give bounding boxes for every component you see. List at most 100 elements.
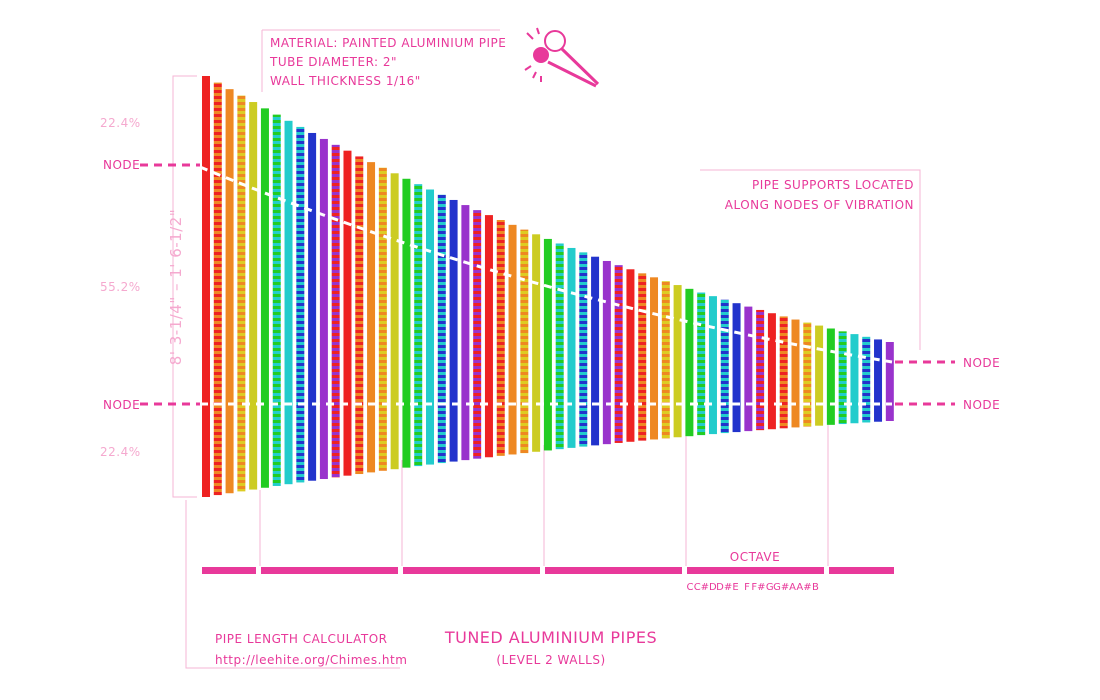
guide (185, 500, 400, 669)
node-line (199, 165, 893, 406)
percentage: 22.4% (100, 116, 141, 130)
pipe (874, 339, 883, 422)
note-label: A (789, 582, 796, 593)
pipe (850, 334, 859, 424)
note-label: C# (694, 582, 709, 593)
percentage: 55.2% (100, 280, 141, 294)
pipe (284, 120, 293, 485)
pipe (803, 322, 812, 427)
pipe (673, 285, 682, 438)
pipe (532, 234, 541, 452)
annotation: MATERIAL: PAINTED ALUMINIUM PIPE (270, 36, 506, 50)
note-label: D# (716, 582, 732, 593)
pipe (732, 303, 741, 433)
calculator-title: PIPE LENGTH CALCULATOR (215, 632, 387, 646)
pipe (626, 269, 635, 442)
pipe (449, 199, 458, 462)
pipe (426, 189, 435, 465)
pipe (437, 194, 446, 464)
pipe (520, 229, 529, 454)
pipe (496, 220, 505, 456)
calculator-url[interactable]: http://leehite.org/Chimes.htm (215, 653, 407, 667)
pipe (767, 313, 776, 430)
pipe (602, 260, 611, 445)
annotation: ALONG NODES OF VIBRATION (725, 198, 914, 212)
guide (259, 425, 829, 566)
pipe (308, 132, 317, 481)
pipe (237, 95, 246, 492)
pipe (614, 265, 623, 443)
node-label: NODE (103, 158, 140, 172)
annotation: PIPE SUPPORTS LOCATED (752, 178, 914, 192)
pipe (862, 336, 871, 423)
octave-label: OCTAVE (730, 550, 780, 564)
node-marker (140, 163, 955, 406)
note-label: G (766, 582, 774, 593)
annotation: TUBE DIAMETER: 2" (269, 55, 397, 69)
pipe (508, 224, 517, 455)
pipe (579, 252, 588, 447)
pipe (661, 281, 670, 439)
pipe (708, 296, 717, 435)
pipe (567, 247, 576, 448)
pipe (343, 150, 352, 476)
pipe (779, 316, 788, 429)
pipe (331, 144, 340, 478)
pipe (473, 210, 482, 459)
note-label: F# (751, 582, 765, 593)
pipe (355, 156, 364, 475)
pipe (591, 256, 600, 446)
pipe (815, 325, 824, 426)
node-label: NODE (103, 398, 140, 412)
annotation: WALL THICKNESS 1/16" (270, 74, 421, 88)
percentage: 22.4% (100, 445, 141, 459)
pipe (650, 277, 659, 440)
pipe (402, 178, 411, 468)
guide (261, 29, 500, 92)
pipe (697, 292, 706, 436)
note-label: A# (796, 582, 811, 593)
pipe (885, 342, 894, 421)
pipe (414, 184, 423, 467)
pipe (638, 273, 647, 441)
pipe (378, 167, 387, 471)
length-range: 8' 3-1/4" – 1' 6-1/2" (167, 209, 185, 365)
scale-bar (202, 567, 894, 574)
pipe (720, 299, 729, 434)
pipe (319, 138, 328, 480)
pipe (367, 162, 376, 473)
note-label: D (709, 582, 717, 593)
note-label: B (812, 582, 819, 593)
pipe (260, 108, 269, 488)
note-label: F (744, 582, 750, 593)
guide (700, 169, 921, 350)
note-label: E (732, 582, 738, 593)
pipe (202, 76, 210, 497)
pipes (202, 76, 894, 497)
pipe (225, 89, 234, 494)
mallet-icon (524, 27, 600, 88)
pipe (791, 319, 800, 428)
title: TUNED ALUMINIUM PIPES (444, 628, 657, 647)
pipe (296, 126, 305, 483)
pipe (543, 238, 552, 451)
pipe (484, 215, 493, 458)
note-label: G# (773, 582, 789, 593)
pipe (272, 114, 281, 486)
pipe (461, 205, 470, 461)
pipe (744, 306, 753, 432)
pipe (555, 243, 564, 450)
subtitle: (LEVEL 2 WALLS) (496, 653, 605, 667)
pipe (685, 288, 694, 437)
pipe (756, 309, 765, 431)
note-label: C (687, 582, 694, 593)
pipe (249, 102, 258, 490)
node-label: NODE (963, 356, 1000, 370)
pipe (213, 82, 222, 496)
pipe (390, 173, 399, 470)
pipe (826, 328, 835, 425)
pipe (838, 331, 847, 425)
node-label: NODE (963, 398, 1000, 412)
length-bracket (172, 75, 197, 498)
